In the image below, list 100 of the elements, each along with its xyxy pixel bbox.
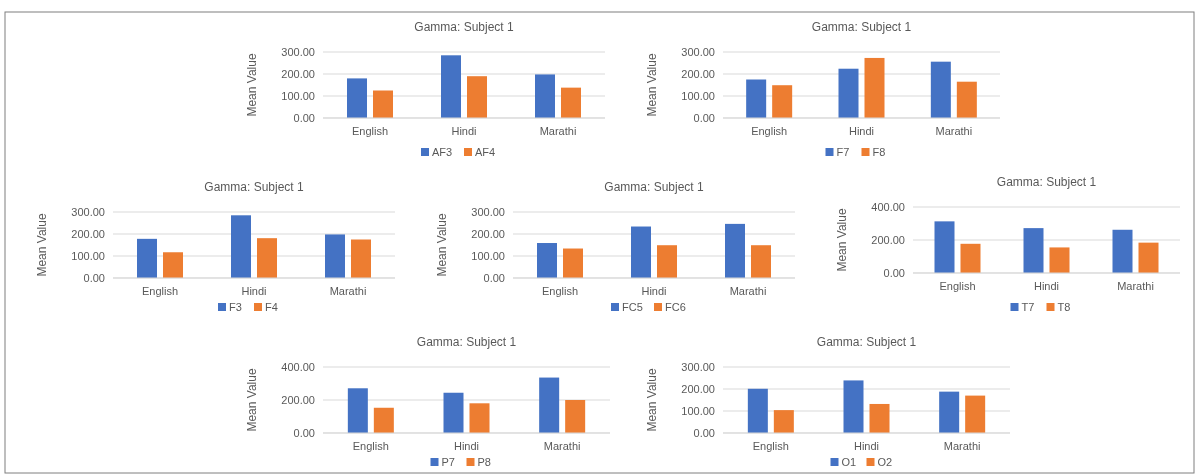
legend-label: AF4 <box>475 145 496 158</box>
bar <box>1112 229 1133 273</box>
bar <box>965 395 986 433</box>
y-tick-label: 300.00 <box>681 360 715 373</box>
chart-title: Gamma: Subject 1 <box>416 335 517 349</box>
y-tick-label: 300.00 <box>471 205 505 218</box>
chart-title: Gamma: Subject 1 <box>204 180 305 194</box>
bar <box>746 79 767 118</box>
bar <box>843 380 864 433</box>
bar <box>231 215 251 278</box>
bar <box>1138 242 1159 273</box>
bar <box>373 407 394 433</box>
bar <box>537 243 557 278</box>
bar <box>725 223 745 278</box>
legend-label: P8 <box>477 455 491 468</box>
bar <box>373 90 393 118</box>
y-tick-label: 200.00 <box>281 393 315 406</box>
bar <box>539 377 560 433</box>
bar <box>351 239 371 278</box>
y-tick-label: 0.00 <box>693 111 715 124</box>
x-tick-label: English <box>751 125 788 137</box>
x-tick-label: Marathi <box>935 125 973 137</box>
chart-title: Gamma: Subject 1 <box>811 20 912 34</box>
chart-title: Gamma: Subject 1 <box>996 175 1097 189</box>
y-tick-label: 100.00 <box>471 249 505 262</box>
y-axis-title: Mean Value <box>645 368 659 432</box>
bar <box>864 57 885 118</box>
bar <box>563 248 583 278</box>
y-tick-label: 0.00 <box>483 271 505 284</box>
bar <box>137 238 157 278</box>
y-tick-label: 0.00 <box>693 426 715 439</box>
y-tick-label: 100.00 <box>681 404 715 417</box>
y-tick-label: 400.00 <box>871 200 905 213</box>
x-tick-label: Hindi <box>241 285 267 297</box>
legend-label: O2 <box>877 455 893 468</box>
y-tick-label: 200.00 <box>681 67 715 80</box>
y-axis-title: Mean Value <box>835 208 849 272</box>
bar <box>934 221 955 273</box>
x-tick-label: Hindi <box>853 440 880 452</box>
bar <box>838 68 859 118</box>
bar <box>747 388 768 433</box>
y-tick-label: 200.00 <box>681 382 715 395</box>
bar <box>469 403 490 433</box>
chart-title: Gamma: Subject 1 <box>816 335 917 349</box>
bar <box>939 391 960 433</box>
bar <box>561 87 581 118</box>
x-tick-label: English <box>752 440 789 452</box>
y-tick-label: 300.00 <box>281 45 315 58</box>
bar <box>443 392 464 433</box>
legend-label: F8 <box>872 145 886 158</box>
legend-label: FC5 <box>622 300 643 313</box>
y-tick-label: 100.00 <box>71 249 105 262</box>
y-tick-label: 0.00 <box>293 426 315 439</box>
y-tick-label: 0.00 <box>293 111 315 124</box>
bar <box>535 74 555 118</box>
bar <box>565 400 586 433</box>
bar <box>773 410 794 433</box>
y-tick-label: 200.00 <box>871 233 905 246</box>
bar <box>751 245 771 278</box>
y-tick-label: 100.00 <box>281 89 315 102</box>
legend-label: T7 <box>1021 300 1035 313</box>
bar <box>956 81 977 118</box>
legend-label: P7 <box>441 455 455 468</box>
x-tick-label: English <box>141 285 179 297</box>
y-tick-label: 200.00 <box>71 227 105 240</box>
bar <box>930 61 951 118</box>
bar <box>163 252 183 278</box>
legend-label: F7 <box>836 145 850 158</box>
legend-label: T8 <box>1057 300 1071 313</box>
x-tick-label: Marathi <box>943 440 981 452</box>
legend-label: FC6 <box>665 300 686 313</box>
x-tick-label: Marathi <box>1117 280 1154 292</box>
legend-label: AF3 <box>432 145 453 158</box>
y-axis-title: Mean Value <box>645 53 659 117</box>
x-tick-label: English <box>352 440 389 452</box>
x-tick-label: Marathi <box>543 440 581 452</box>
y-tick-label: 300.00 <box>681 45 715 58</box>
bar <box>1049 247 1070 273</box>
x-tick-label: English <box>541 285 579 297</box>
bar <box>772 85 793 118</box>
y-tick-label: 100.00 <box>681 89 715 102</box>
y-axis-title: Mean Value <box>435 213 449 277</box>
bar <box>257 238 277 278</box>
x-tick-label: Marathi <box>539 125 577 137</box>
legend-label: F4 <box>265 300 278 313</box>
bar <box>347 78 367 118</box>
x-tick-label: Marathi <box>729 285 767 297</box>
y-tick-label: 400.00 <box>281 360 315 373</box>
x-tick-label: Hindi <box>1033 280 1060 292</box>
legend-label: F3 <box>229 300 242 313</box>
x-tick-label: Hindi <box>641 285 667 297</box>
y-tick-label: 200.00 <box>471 227 505 240</box>
chart-title: Gamma: Subject 1 <box>604 180 705 194</box>
bar <box>960 243 981 273</box>
chart-title: Gamma: Subject 1 <box>414 20 515 34</box>
bar <box>657 245 677 278</box>
bar <box>347 388 368 433</box>
y-tick-label: 300.00 <box>71 205 105 218</box>
bar <box>467 76 487 118</box>
x-tick-label: Hindi <box>848 125 875 137</box>
